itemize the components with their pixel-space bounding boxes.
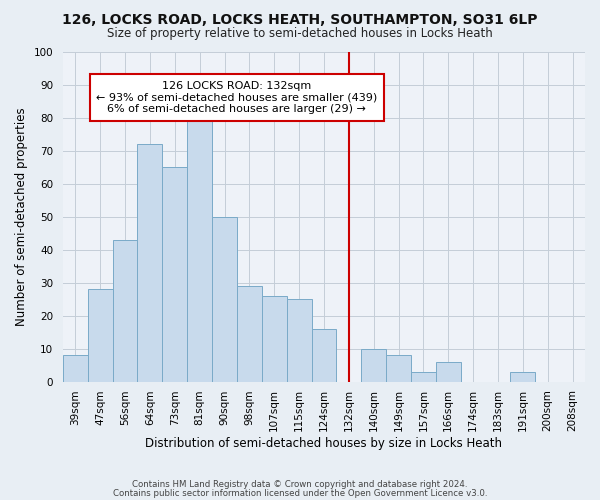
Bar <box>262 296 287 382</box>
Bar <box>237 286 262 382</box>
Text: Size of property relative to semi-detached houses in Locks Heath: Size of property relative to semi-detach… <box>107 28 493 40</box>
Bar <box>212 216 237 382</box>
Text: 126, LOCKS ROAD, LOCKS HEATH, SOUTHAMPTON, SO31 6LP: 126, LOCKS ROAD, LOCKS HEATH, SOUTHAMPTO… <box>62 12 538 26</box>
Bar <box>163 167 187 382</box>
X-axis label: Distribution of semi-detached houses by size in Locks Heath: Distribution of semi-detached houses by … <box>145 437 502 450</box>
Bar <box>411 372 436 382</box>
Bar <box>287 299 311 382</box>
Y-axis label: Number of semi-detached properties: Number of semi-detached properties <box>15 108 28 326</box>
Bar <box>137 144 163 382</box>
Bar <box>386 356 411 382</box>
Bar <box>436 362 461 382</box>
Text: Contains HM Land Registry data © Crown copyright and database right 2024.: Contains HM Land Registry data © Crown c… <box>132 480 468 489</box>
Text: Contains public sector information licensed under the Open Government Licence v3: Contains public sector information licen… <box>113 488 487 498</box>
Text: 126 LOCKS ROAD: 132sqm
← 93% of semi-detached houses are smaller (439)
6% of sem: 126 LOCKS ROAD: 132sqm ← 93% of semi-det… <box>97 81 377 114</box>
Bar <box>187 118 212 382</box>
Bar <box>361 348 386 382</box>
Bar <box>113 240 137 382</box>
Bar <box>511 372 535 382</box>
Bar <box>88 289 113 382</box>
Bar <box>311 329 337 382</box>
Bar <box>63 356 88 382</box>
